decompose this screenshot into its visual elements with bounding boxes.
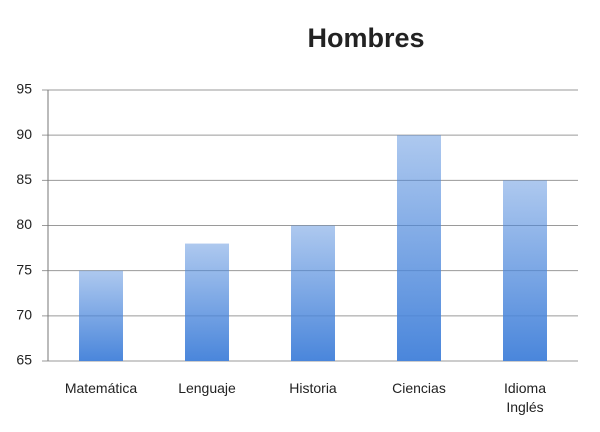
x-tick-label: Lenguaje [178, 380, 236, 396]
bar [397, 135, 441, 361]
x-tick-label: Matemática [64, 380, 138, 396]
chart-title: Hombres [307, 23, 424, 53]
y-tick-label: 65 [16, 352, 32, 368]
bar [79, 270, 123, 361]
bar [185, 243, 229, 361]
x-tick-label: Ciencias [392, 380, 446, 396]
y-tick-label: 85 [16, 171, 32, 187]
bar [291, 225, 335, 361]
x-tick-label: Idioma Inglés [503, 380, 547, 415]
y-tick-label: 75 [16, 261, 32, 277]
x-tick-label: Historia [289, 380, 337, 396]
y-tick-label: 80 [16, 216, 32, 232]
y-tick-label: 90 [16, 126, 32, 142]
y-tick-label: 95 [16, 81, 32, 97]
y-tick-label: 70 [16, 307, 32, 323]
bar [503, 180, 547, 361]
